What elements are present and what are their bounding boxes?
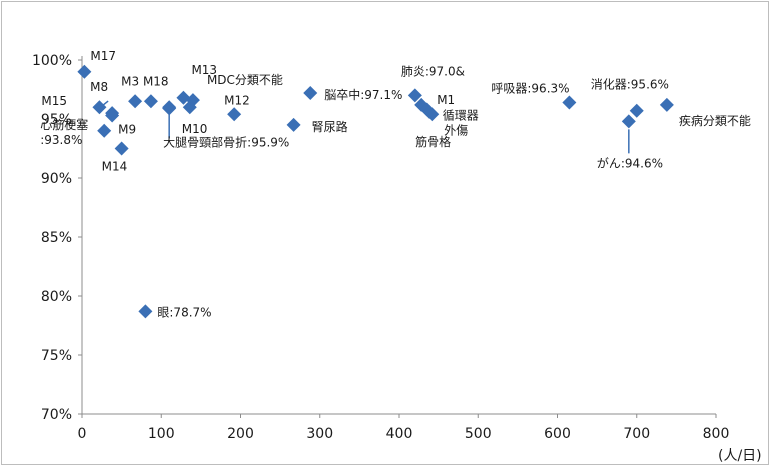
data-point <box>162 101 177 116</box>
label-leader-line <box>97 100 109 110</box>
y-tick-label: 85% <box>41 230 72 246</box>
point-label: 消化器:95.6% <box>591 78 669 92</box>
point-label: 呼吸器:96.3% <box>491 81 569 95</box>
point-label: 外傷 <box>444 122 468 137</box>
point-label: M13 <box>191 63 217 77</box>
point-label-line: M8 <box>90 80 108 94</box>
x-tick-label: 600 <box>544 426 571 442</box>
y-tick-label: 80% <box>41 289 72 305</box>
point-label-line: M1 <box>437 93 455 107</box>
point-label-line: 大腿骨頸部骨折:95.9% <box>163 134 289 149</box>
point-label: M3 <box>121 74 139 88</box>
x-tick-label: 300 <box>306 426 333 442</box>
data-point <box>303 86 318 101</box>
x-axis-unit-label: (人/日) <box>718 448 762 464</box>
data-point <box>629 103 644 118</box>
point-label: 大腿骨頸部骨折:95.9% <box>163 134 289 149</box>
point-label: M14 <box>102 160 128 174</box>
data-point <box>97 123 112 138</box>
point-label: MDC分類不能 <box>207 73 283 87</box>
data-point <box>114 141 129 156</box>
point-label: 眼:78.7% <box>157 305 211 319</box>
point-label-line: 外傷 <box>444 122 468 137</box>
point-label: 肺炎:97.0& <box>401 64 465 78</box>
point-label-line: 循環器 <box>443 109 479 123</box>
data-point <box>77 64 92 79</box>
point-label: M10 <box>182 122 208 136</box>
x-tick-label: 700 <box>623 426 650 442</box>
point-label-line: 呼吸器:96.3% <box>491 81 569 95</box>
data-point <box>143 94 158 109</box>
x-tick-label: 100 <box>148 426 175 442</box>
data-point <box>128 94 143 109</box>
data-point <box>182 100 197 115</box>
point-label-line: 腎尿路 <box>312 119 348 134</box>
point-label-line: M9 <box>118 122 136 136</box>
x-tick-label: 400 <box>386 426 413 442</box>
data-point <box>227 107 242 122</box>
point-label-line: M18 <box>143 74 169 88</box>
data-point <box>286 117 301 132</box>
point-label: M1 <box>437 93 455 107</box>
data-point <box>659 97 674 112</box>
point-label-line: MDC分類不能 <box>207 73 283 87</box>
x-tick-label: 200 <box>227 426 254 442</box>
x-tick-label: 0 <box>78 426 87 442</box>
data-point <box>422 104 437 119</box>
y-tick-label: 70% <box>41 407 72 423</box>
data-point <box>105 108 120 123</box>
data-point <box>138 304 153 319</box>
point-label-line: M14 <box>102 160 128 174</box>
point-label-line: 眼:78.7% <box>157 305 211 319</box>
x-tick-label: 800 <box>703 426 730 442</box>
y-tick-label: 90% <box>41 171 72 187</box>
point-label: M9 <box>118 122 136 136</box>
point-label-line: M13 <box>191 63 217 77</box>
point-label: M8 <box>90 80 108 94</box>
data-point <box>621 114 636 129</box>
data-points <box>77 64 674 319</box>
point-label-line: がん:94.6% <box>597 155 663 170</box>
point-label-line: M10 <box>182 122 208 136</box>
y-tick-label: 75% <box>41 348 72 364</box>
point-label-line: 疾病分類不能 <box>679 113 751 128</box>
point-label: 筋骨格 <box>415 134 451 149</box>
point-label: 疾病分類不能 <box>679 113 751 128</box>
data-point <box>407 88 422 103</box>
y-tick-label: 100% <box>32 53 72 69</box>
point-label-line: M12 <box>224 93 250 107</box>
point-label-line: 筋骨格 <box>415 134 451 149</box>
point-label-line: 心筋梗塞 <box>40 117 88 132</box>
point-label-line: 消化器:95.6% <box>591 78 669 92</box>
point-label-line: 脳卒中:97.1% <box>324 87 402 102</box>
point-label: がん:94.6% <box>597 155 663 170</box>
point-label-line: M17 <box>90 49 116 63</box>
point-label: M17 <box>90 49 116 63</box>
data-point <box>176 90 191 105</box>
x-tick-label: 500 <box>465 426 492 442</box>
point-label-line: M3 <box>121 74 139 88</box>
point-label: 循環器 <box>443 109 479 123</box>
point-label-line: 肺炎:97.0& <box>401 64 465 78</box>
data-point <box>562 95 577 110</box>
point-label: 腎尿路 <box>312 119 348 134</box>
point-label-line: M15 <box>41 94 67 108</box>
axes: 70% 75% 80% 85% 90% 95% 100% 0 100 200 300 400 500 60… <box>32 53 729 442</box>
point-label: 心筋梗塞:93.8% <box>40 117 88 147</box>
point-label: M18 <box>143 74 169 88</box>
point-label: M15 <box>41 94 67 108</box>
point-label: M12 <box>224 93 250 107</box>
y-tick-label: 95% <box>41 112 72 128</box>
point-label: 脳卒中:97.1% <box>324 87 402 102</box>
point-label-line: :93.8% <box>40 133 82 147</box>
